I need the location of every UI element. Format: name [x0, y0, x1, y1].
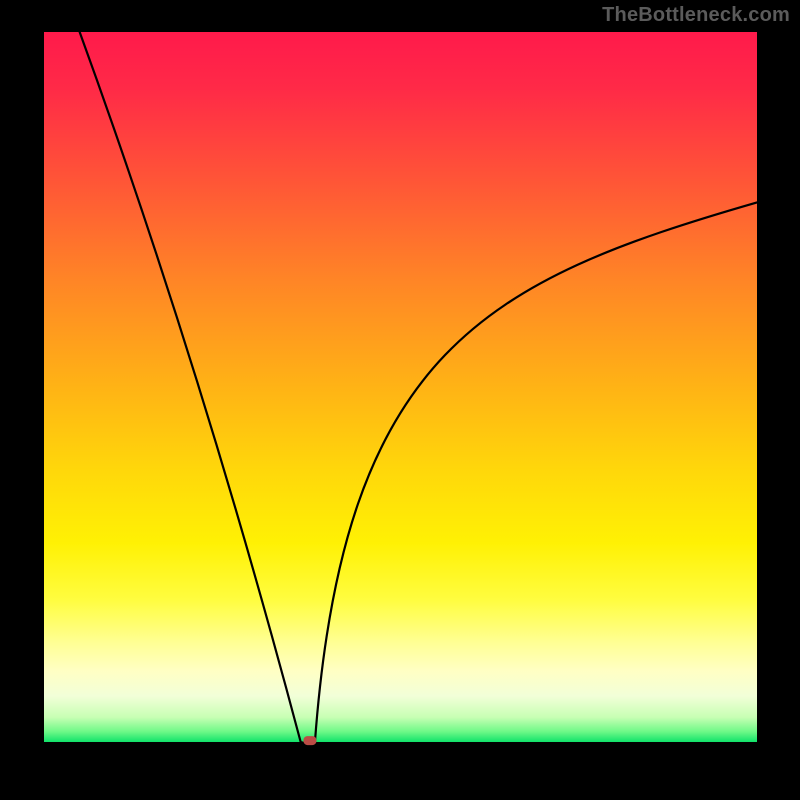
plot-background — [44, 32, 757, 742]
chart-frame: TheBottleneck.com — [0, 0, 800, 800]
optimal-marker — [303, 736, 316, 745]
bottleneck-chart — [0, 0, 800, 800]
